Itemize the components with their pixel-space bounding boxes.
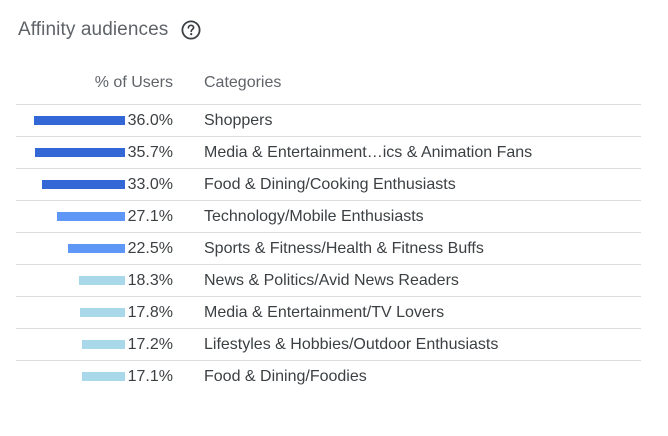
percentage-bar: [56, 212, 125, 221]
card-title: Affinity audiences: [18, 19, 169, 40]
column-header-pct-users[interactable]: % of Users: [94, 74, 173, 91]
pct-users-value: 17.1%: [127, 368, 173, 385]
category-label: Food & Dining/Cooking Enthusiasts: [204, 176, 456, 193]
bar-track: [18, 329, 125, 360]
bar-track: [18, 137, 125, 168]
pct-users-value: 27.1%: [127, 208, 173, 225]
table-row: 22.5% Sports & Fitness/Health & Fitness B…: [16, 232, 641, 264]
category-label: Sports & Fitness/Health & Fitness Buffs: [204, 240, 484, 257]
percentage-bar: [41, 180, 125, 189]
table-row: 35.7% Media & Entertainment…ics & Animati…: [16, 136, 641, 168]
percentage-bar: [81, 340, 125, 349]
table-row: 27.1% Technology/Mobile Enthusiasts: [16, 200, 641, 232]
table-row: 17.2% Lifestyles & Hobbies/Outdoor Enthus…: [16, 328, 641, 360]
table-row: 33.0% Food & Dining/Cooking Enthusiasts: [16, 168, 641, 200]
column-header-categories[interactable]: Categories: [204, 74, 282, 91]
bar-track: [18, 297, 125, 328]
bar-track: [18, 233, 125, 264]
bar-track: [18, 201, 125, 232]
pct-users-value: 18.3%: [127, 272, 173, 289]
table-row: 36.0% Shoppers: [16, 104, 641, 136]
table-row: 17.8% Media & Entertainment/TV Lovers: [16, 296, 641, 328]
category-label: Food & Dining/Foodies: [204, 368, 367, 385]
pct-users-value: 36.0%: [127, 112, 173, 129]
pct-users-value: 17.2%: [127, 336, 173, 353]
category-label: News & Politics/Avid News Readers: [204, 272, 459, 289]
category-label: Media & Entertainment/TV Lovers: [204, 304, 445, 321]
table-row: 18.3% News & Politics/Avid News Readers: [16, 264, 641, 296]
pct-users-value: 17.8%: [127, 304, 173, 321]
percentage-bar: [78, 276, 125, 285]
category-label: Shoppers: [204, 112, 273, 129]
pct-users-value: 33.0%: [127, 176, 173, 193]
pct-users-value: 35.7%: [127, 144, 173, 161]
percentage-bar: [34, 148, 125, 157]
percentage-bar: [68, 244, 125, 253]
table-row: 17.1% Food & Dining/Foodies: [16, 360, 641, 392]
card-header: Affinity audiences: [18, 16, 202, 44]
bar-track: [18, 361, 125, 392]
table-header: % of Users Categories: [0, 74, 668, 96]
help-circle-icon[interactable]: [180, 19, 202, 41]
percentage-bar: [80, 308, 125, 317]
percentage-bar: [81, 372, 125, 381]
percentage-bar: [34, 116, 125, 125]
pct-users-value: 22.5%: [127, 240, 173, 257]
bar-track: [18, 169, 125, 200]
category-label: Media & Entertainment…ics & Animation Fa…: [204, 144, 533, 161]
bar-track: [18, 105, 125, 136]
category-label: Technology/Mobile Enthusiasts: [204, 208, 424, 225]
bar-track: [18, 265, 125, 296]
category-label: Lifestyles & Hobbies/Outdoor Enthusiasts: [204, 336, 499, 353]
table-body: 36.0% Shoppers 35.7% Media & Entertainment……: [16, 104, 641, 392]
